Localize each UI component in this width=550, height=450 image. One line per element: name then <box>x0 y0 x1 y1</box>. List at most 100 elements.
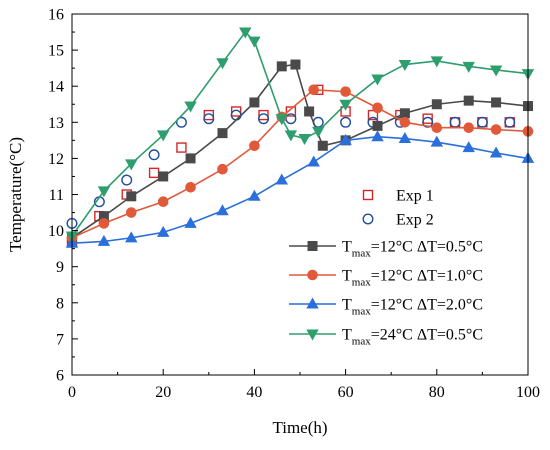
data-point <box>248 189 261 201</box>
data-point <box>490 124 502 135</box>
data-point <box>431 122 443 134</box>
data-point <box>185 181 196 193</box>
y-axis-label: Temperature(°C) <box>6 137 25 252</box>
data-point <box>449 116 461 128</box>
data-point <box>463 122 475 134</box>
legend-entry-4: Tmax=12°C ΔT=1.0°C <box>289 268 483 289</box>
x-tick-label: 60 <box>338 384 354 401</box>
data-point <box>284 130 298 142</box>
data-point <box>504 116 516 128</box>
data-point <box>340 116 352 128</box>
series-line <box>71 88 529 239</box>
data-point <box>430 56 443 68</box>
x-tick-label: 80 <box>429 384 445 401</box>
data-point <box>184 101 197 113</box>
data-point <box>431 99 442 110</box>
legend-label: Tmax=12°C ΔT=1.0°C <box>342 268 483 289</box>
y-tick-label: 14 <box>48 79 64 96</box>
legend-marker <box>307 269 318 281</box>
data-point <box>275 114 288 126</box>
legend-label: Tmax=24°C ΔT=0.5°C <box>342 327 483 348</box>
legend-entry-3: Tmax=12°C ΔT=0.5°C <box>289 239 483 260</box>
data-point <box>304 106 315 117</box>
legend-label: Exp 1 <box>396 188 434 205</box>
data-point <box>230 106 242 117</box>
data-point <box>157 130 170 142</box>
y-tick-label: 12 <box>48 151 64 168</box>
data-point <box>217 128 228 139</box>
legend-label: Exp 2 <box>396 212 434 229</box>
data-point <box>248 36 261 48</box>
data-point <box>217 163 228 175</box>
legend-label: Tmax=12°C ΔT=0.5°C <box>342 239 483 260</box>
legend-marker <box>306 297 319 309</box>
data-point <box>216 58 229 70</box>
data-point <box>399 108 410 119</box>
data-point <box>239 27 252 39</box>
data-point <box>430 135 443 147</box>
data-point <box>276 61 287 72</box>
data-point <box>462 61 475 73</box>
data-point <box>176 142 187 153</box>
data-point <box>98 218 110 229</box>
data-point <box>398 132 412 144</box>
data-point <box>125 207 137 218</box>
data-point <box>249 140 260 152</box>
data-point <box>121 174 133 186</box>
legend-marker <box>362 213 374 225</box>
data-point <box>340 86 351 97</box>
data-point <box>258 113 270 125</box>
data-point <box>307 155 320 167</box>
data-point <box>372 120 383 131</box>
data-point <box>298 134 311 146</box>
data-point <box>317 140 328 151</box>
y-tick-label: 13 <box>48 115 64 132</box>
data-point <box>148 149 160 161</box>
y-tick-label: 16 <box>48 7 64 24</box>
data-point <box>462 141 475 153</box>
data-point <box>125 231 138 243</box>
y-tick-label: 6 <box>56 368 64 385</box>
data-point <box>463 95 474 106</box>
legend-entry-2: Exp 2 <box>362 212 434 229</box>
legend-marker <box>306 329 319 341</box>
data-point <box>275 173 288 185</box>
data-point <box>98 211 109 222</box>
data-point <box>184 216 197 228</box>
axes: 0 20 40 60 80 100 6 7 8 9 10 11 12 13 14 15 16 <box>48 7 540 402</box>
data-point <box>148 167 160 179</box>
data-point <box>249 97 260 108</box>
data-point <box>157 196 169 208</box>
data-point <box>371 130 384 142</box>
legend-entry-6: Tmax=24°C ΔT=0.5°C <box>289 327 483 348</box>
y-tick-label: 8 <box>56 295 64 312</box>
data-point <box>399 117 411 128</box>
data-point <box>339 133 352 145</box>
data-point <box>489 146 503 158</box>
data-point <box>185 153 196 164</box>
data-point <box>422 116 434 128</box>
series-line <box>71 63 529 239</box>
y-tick-label: 15 <box>48 43 64 60</box>
y-tick-label: 10 <box>48 223 64 240</box>
data-point <box>126 191 137 202</box>
x-tick-label: 100 <box>516 384 540 401</box>
data-point <box>157 225 170 237</box>
y-tick-label: 7 <box>56 331 64 348</box>
data-point <box>97 186 111 198</box>
x-tick-label: 20 <box>155 384 171 401</box>
data-point <box>372 102 383 114</box>
data-point <box>489 65 503 77</box>
x-tick-label: 0 <box>68 384 76 401</box>
series-5 <box>65 130 535 248</box>
y-tick-label: 9 <box>56 259 64 276</box>
data-point <box>339 99 352 111</box>
data-point <box>230 109 242 121</box>
series-6 <box>65 27 535 243</box>
data-point <box>97 234 111 246</box>
data-point <box>175 116 187 128</box>
data-point <box>125 159 138 171</box>
x-axis-label: Time(h) <box>272 418 327 437</box>
